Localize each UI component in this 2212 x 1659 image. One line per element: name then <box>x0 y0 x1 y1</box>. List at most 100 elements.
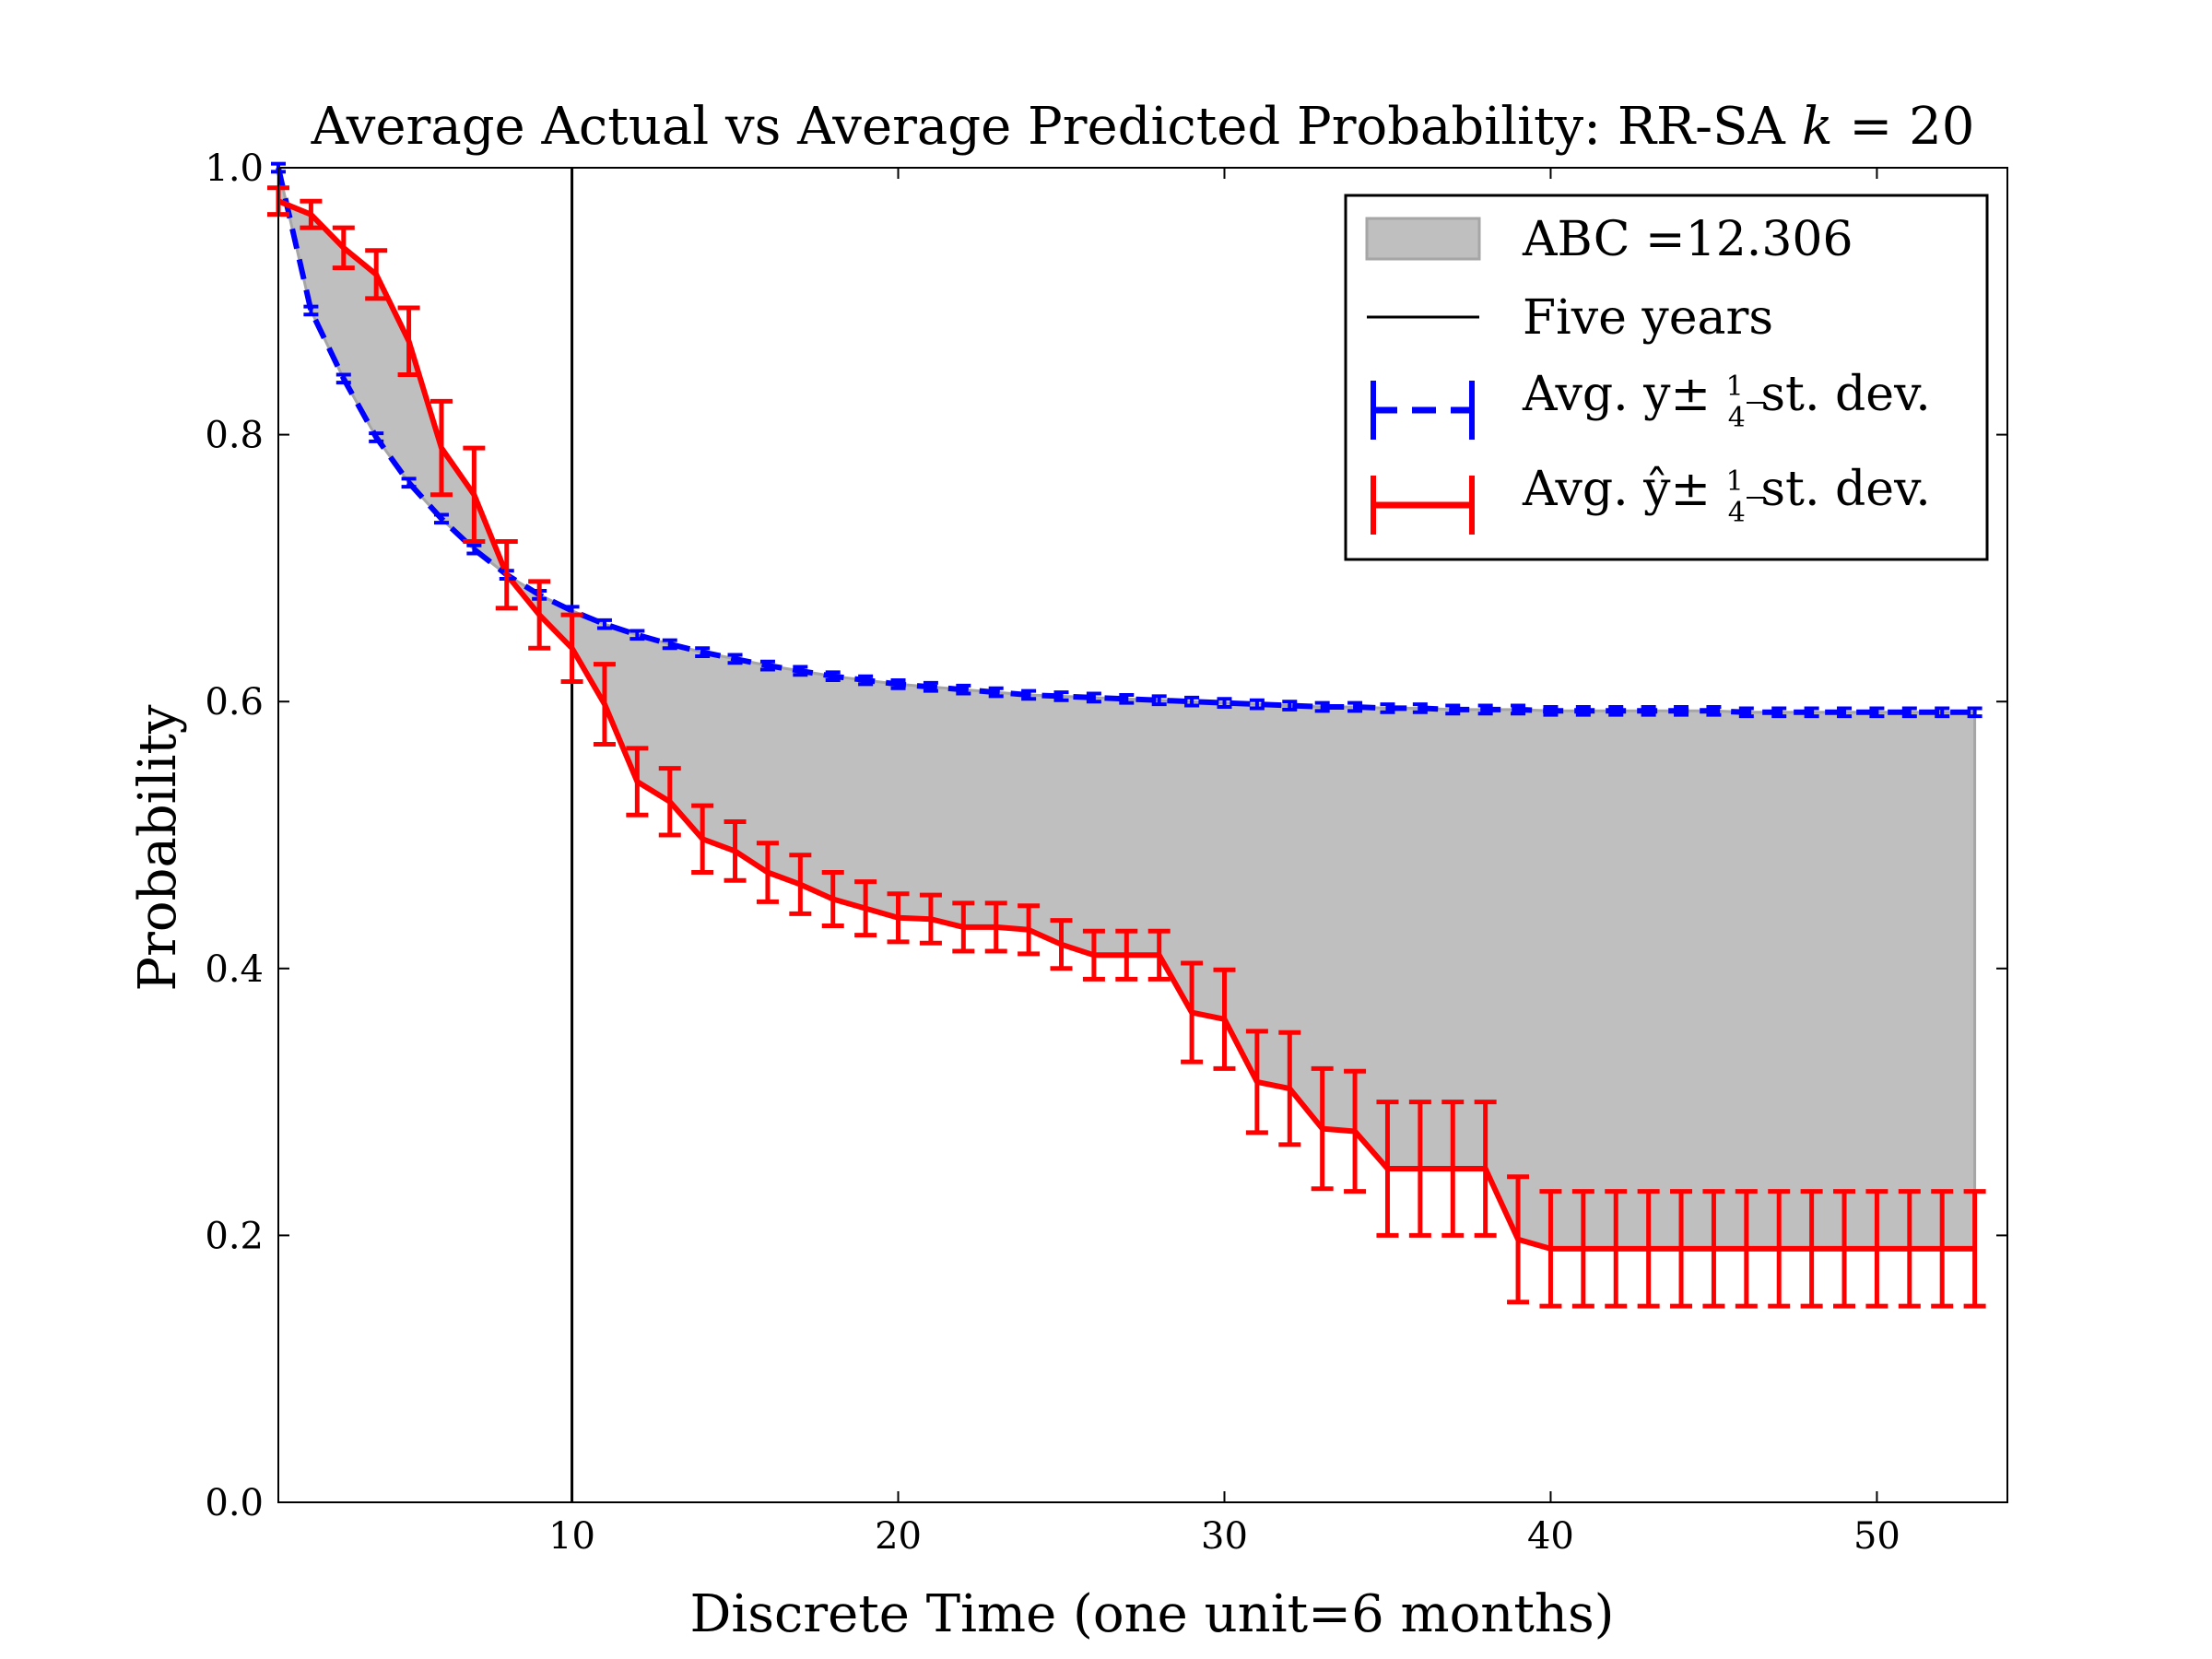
actual-series-line <box>276 167 1975 715</box>
predicted-errorbar <box>1898 1189 1921 1309</box>
predicted-errorbar <box>1865 1189 1888 1309</box>
predicted-errorbar <box>397 305 420 377</box>
predicted-errorbar <box>429 398 453 498</box>
actual-errorbar <box>956 683 971 696</box>
predicted-errorbar <box>1278 1030 1301 1147</box>
y-tick-label: 1.0 <box>205 147 264 190</box>
predicted-errorbar <box>593 662 616 747</box>
x-tick-label: 50 <box>1853 1515 1900 1558</box>
predicted-errorbar <box>1376 1100 1399 1238</box>
legend-pred-swatch <box>1371 476 1475 535</box>
y-tick-label: 0.2 <box>205 1215 264 1257</box>
actual-errorbar <box>1837 706 1853 719</box>
actual-errorbar <box>1543 704 1559 717</box>
actual-errorbar <box>662 638 677 651</box>
predicted-errorbar <box>1082 928 1105 982</box>
predicted-errorbar <box>332 225 355 271</box>
actual-errorbar <box>923 680 938 693</box>
predicted-errorbar <box>1931 1189 1954 1309</box>
predicted-errorbar <box>1833 1189 1856 1309</box>
y-tick-label: 0.6 <box>205 681 264 724</box>
predicted-errorbar <box>1344 1068 1367 1194</box>
legend-fill-swatch <box>1365 217 1481 261</box>
actual-errorbar <box>335 372 351 385</box>
actual-errorbar <box>1184 695 1200 708</box>
actual-errorbar <box>401 477 417 489</box>
actual-errorbar <box>1445 703 1461 716</box>
predicted-errorbar <box>495 538 518 611</box>
predicted-errorbar <box>984 900 1007 954</box>
predicted-errorbar <box>1245 1029 1268 1135</box>
y-tick-label: 0.0 <box>205 1482 264 1524</box>
predicted-errorbar <box>1670 1189 1693 1309</box>
actual-errorbar <box>1804 706 1819 719</box>
legend-abc-label: ABC =12.306 <box>1522 212 1853 267</box>
actual-errorbar <box>1086 691 1101 704</box>
actual-errorbar <box>1738 706 1754 719</box>
actual-errorbar <box>466 543 482 556</box>
predicted-errorbar <box>1768 1189 1791 1309</box>
actual-errorbar <box>1575 704 1591 717</box>
predicted-errorbar <box>1539 1189 1562 1309</box>
actual-errorbar <box>988 686 1004 699</box>
actual-errorbar <box>1511 703 1526 716</box>
predicted-errorbar <box>789 853 812 916</box>
actual-errorbar <box>1021 688 1037 701</box>
predicted-errorbar <box>952 900 975 954</box>
legend-actual-swatch <box>1371 381 1475 440</box>
x-tick-label: 40 <box>1527 1515 1574 1558</box>
actual-errorbar <box>596 618 612 630</box>
predicted-errorbar <box>626 746 649 818</box>
actual-errorbar <box>1119 692 1135 705</box>
predicted-errorbar <box>1441 1100 1465 1238</box>
actual-errorbar <box>1706 704 1722 717</box>
predicted-errorbar <box>1963 1189 1986 1309</box>
predicted-errorbar <box>1018 903 1041 957</box>
predicted-errorbar <box>756 841 779 904</box>
x-tick-label: 10 <box>548 1515 595 1558</box>
actual-errorbar <box>1477 703 1493 716</box>
predicted-errorbar <box>1408 1100 1431 1238</box>
actual-errorbar <box>1151 694 1167 707</box>
actual-errorbar <box>825 670 841 683</box>
predicted-errorbar <box>1115 928 1138 982</box>
actual-errorbar <box>1674 704 1689 717</box>
actual-errorbar <box>1901 706 1917 719</box>
actual-errorbar <box>1347 700 1363 713</box>
predicted-errorbar <box>919 892 942 946</box>
actual-errorbar <box>1412 702 1428 714</box>
actual-errorbar <box>1935 706 1950 719</box>
actual-errorbar <box>695 646 711 658</box>
actual-errorbar <box>759 659 775 672</box>
predicted-errorbar <box>1735 1189 1758 1309</box>
legend-five-years-label: Five years <box>1523 290 1773 346</box>
actual-errorbar <box>1641 704 1656 717</box>
y-axis-label: Probability <box>128 704 188 991</box>
predicted-errorbar <box>821 870 844 928</box>
actual-errorbar <box>1771 706 1787 719</box>
predicted-errorbar <box>887 891 910 945</box>
actual-errorbar <box>1217 697 1232 709</box>
actual-errorbar <box>1053 690 1069 702</box>
predicted-errorbar <box>1311 1065 1334 1192</box>
actual-errorbar <box>303 304 319 317</box>
predicted-errorbar <box>1702 1189 1725 1309</box>
x-axis-label: Discrete Time (one unit=6 months) <box>689 1584 1614 1644</box>
predicted-errorbar <box>300 198 323 230</box>
axes-frame <box>277 167 2008 1503</box>
predicted-errorbar <box>1571 1189 1594 1309</box>
actual-errorbar <box>1282 700 1298 712</box>
actual-errorbar <box>1380 702 1395 714</box>
actual-errorbar <box>1314 700 1330 713</box>
predicted-errorbar <box>1181 960 1204 1065</box>
predicted-errorbar <box>463 445 486 544</box>
actual-errorbar <box>433 512 449 525</box>
predicted-errorbar <box>1147 928 1171 982</box>
predicted-errorbar <box>1800 1189 1823 1309</box>
actual-errorbar <box>793 665 808 677</box>
predicted-errorbar <box>1507 1174 1530 1305</box>
